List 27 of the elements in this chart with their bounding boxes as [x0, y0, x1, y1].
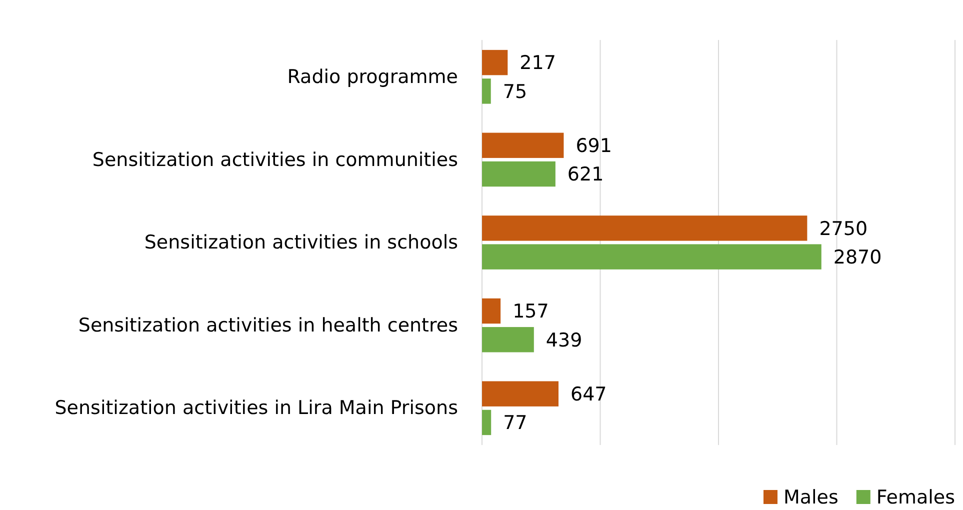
bar [482, 78, 491, 104]
data-label: 621 [567, 164, 604, 186]
y-tick-label: Sensitization activities in Lira Main Prisons [54, 397, 458, 420]
bar [482, 298, 501, 324]
legend-label: Males [783, 486, 838, 509]
data-label: 647 [570, 383, 607, 406]
bar [482, 216, 808, 241]
data-label: 439 [546, 329, 582, 352]
y-tick-label: Radio programme [287, 66, 458, 88]
data-label: 217 [520, 52, 556, 74]
data-label: 157 [512, 300, 549, 323]
y-tick-label: Sensitization activities in communities [92, 148, 458, 171]
legend-label: Females [876, 486, 955, 509]
bar [482, 381, 559, 406]
bar [482, 161, 556, 187]
bar [482, 132, 564, 158]
data-label: 691 [576, 135, 612, 158]
bar [482, 327, 534, 352]
data-label: 2750 [819, 218, 868, 240]
bar [482, 410, 492, 436]
data-label: 75 [502, 80, 528, 103]
y-tick-label: Sensitization activities in health centres [78, 314, 458, 336]
data-label: 2870 [833, 246, 882, 268]
y-tick-label: Sensitization activities in schools [144, 232, 458, 254]
bar [482, 50, 508, 76]
bar [482, 244, 822, 270]
data-label: 77 [503, 412, 528, 434]
